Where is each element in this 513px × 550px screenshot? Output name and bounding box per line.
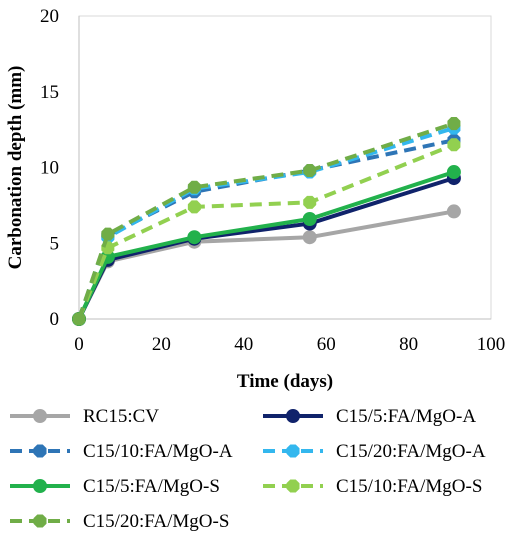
data-point <box>101 227 115 241</box>
legend: RC15:CV C15/5:FA/MgO-A C15/10:FA/MgO-A C15/… <box>10 406 486 532</box>
legend-item: C15/5:FA/MgO-S <box>10 476 220 497</box>
legend-item: C15/20:FA/MgO-A <box>263 441 486 462</box>
series-2 <box>72 171 461 326</box>
legend-swatch-marker <box>286 409 300 423</box>
data-point <box>447 117 461 131</box>
series-7 <box>72 117 461 326</box>
series-line <box>77 126 455 320</box>
legend-swatch-marker <box>33 444 47 458</box>
series-line <box>77 142 455 320</box>
legend-item: C15/5:FA/MgO-A <box>263 406 476 427</box>
legend-item: C15/10:FA/MgO-S <box>263 476 482 497</box>
series-layer <box>72 117 461 326</box>
legend-item: C15/20:FA/MgO-S <box>10 511 229 532</box>
x-tick-label: 20 <box>152 334 171 355</box>
plot-frame <box>78 15 492 320</box>
y-tick-label: 15 <box>40 82 59 103</box>
legend-item: C15/10:FA/MgO-A <box>10 441 233 462</box>
axes: 0 20 40 60 80 100 0 5 10 15 20 <box>40 6 505 355</box>
legend-label: C15/5:FA/MgO-A <box>336 406 476 427</box>
data-point <box>446 204 461 219</box>
data-point <box>72 312 86 326</box>
data-point <box>303 164 317 178</box>
y-tick-label: 0 <box>50 309 60 330</box>
legend-swatch-marker <box>286 444 300 458</box>
legend-label: C15/20:FA/MgO-S <box>83 511 229 532</box>
x-tick-label: 80 <box>399 334 418 355</box>
y-tick-label: 20 <box>40 6 59 27</box>
legend-label: RC15:CV <box>83 406 159 427</box>
legend-label: C15/10:FA/MgO-A <box>83 441 233 462</box>
data-point <box>447 138 461 152</box>
legend-swatch-marker <box>33 479 47 493</box>
data-point <box>302 212 317 227</box>
x-axis-title: Time (days) <box>237 371 333 392</box>
data-point <box>302 230 317 245</box>
x-tick-label: 100 <box>477 334 506 355</box>
series-line <box>77 176 455 320</box>
series-line <box>77 121 455 320</box>
legend-swatch-marker <box>33 514 47 528</box>
series-5 <box>72 165 461 326</box>
legend-label: C15/10:FA/MgO-S <box>336 476 482 497</box>
x-tick-label: 40 <box>234 334 253 355</box>
y-tick-label: 10 <box>40 158 59 179</box>
legend-swatch-marker <box>33 409 47 423</box>
data-point <box>187 180 201 194</box>
x-tick-label: 0 <box>74 334 84 355</box>
data-point <box>446 165 461 180</box>
data-point <box>187 200 201 214</box>
legend-label: C15/5:FA/MgO-S <box>83 476 220 497</box>
legend-label: C15/20:FA/MgO-A <box>336 441 486 462</box>
x-tick-label: 60 <box>317 334 336 355</box>
legend-item: RC15:CV <box>10 406 159 427</box>
y-tick-label: 5 <box>50 233 60 254</box>
data-point <box>303 195 317 209</box>
legend-swatch-marker <box>286 479 300 493</box>
data-point <box>187 230 202 245</box>
y-axis-title: Carbonation depth (mm) <box>5 66 26 270</box>
series-6 <box>72 138 461 326</box>
